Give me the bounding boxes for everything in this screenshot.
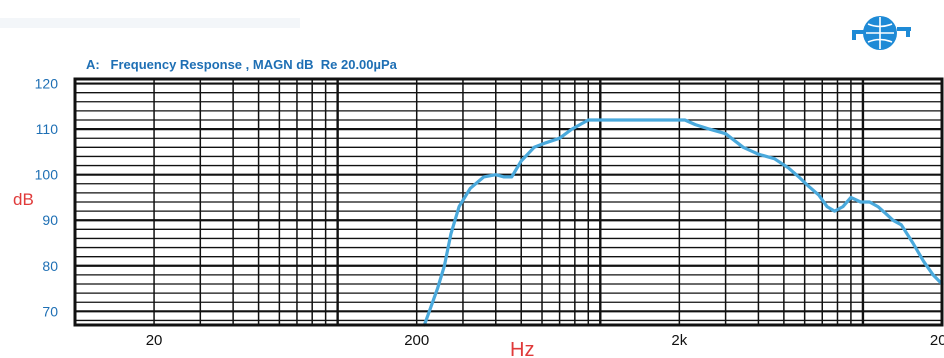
x-tick-label: 20k [930, 332, 944, 349]
chart-title: A: Frequency Response , MAGN dB Re 20.00… [86, 57, 398, 72]
y-tick-label: 110 [36, 121, 59, 137]
y-tick-label: 80 [42, 258, 58, 274]
y-tick-label: 90 [42, 212, 58, 228]
x-tick-label: 2k [671, 332, 687, 349]
frequency-response-line [422, 118, 944, 327]
y-tick-label: 100 [35, 167, 59, 183]
plot-frame [73, 77, 944, 327]
y-axis-label: dB [13, 190, 34, 209]
brand-logo-icon [852, 16, 911, 50]
y-tick-label: 70 [42, 303, 58, 319]
x-axis-label: Hz [510, 339, 534, 358]
y-tick-label: 120 [35, 76, 59, 92]
grid [73, 79, 943, 325]
y-axis: 120 110 100 90 80 70 [35, 76, 59, 320]
background-band [0, 18, 300, 28]
series-layer [422, 118, 944, 327]
x-axis: 20 200 2k 20k [146, 332, 944, 349]
x-tick-label: 200 [404, 332, 429, 349]
x-tick-label: 20 [146, 332, 163, 349]
